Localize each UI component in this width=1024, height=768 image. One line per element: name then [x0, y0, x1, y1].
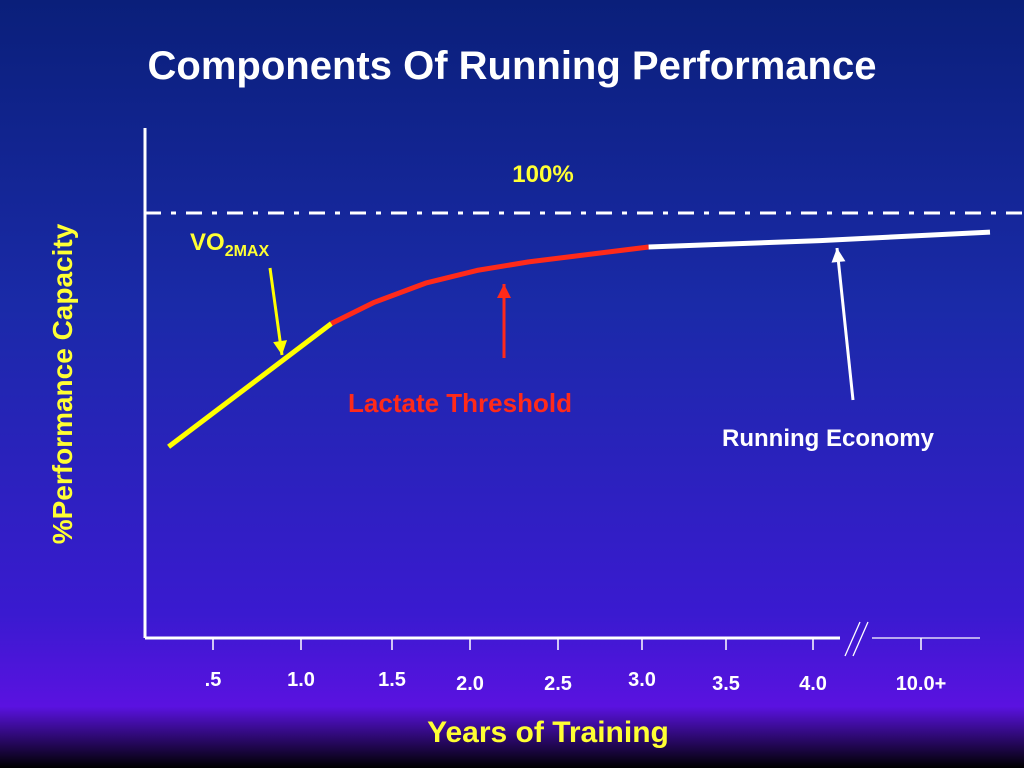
x-tick-label: 1.5: [378, 669, 406, 691]
x-ticks-group: .5 1.0 1.5 2.0 2.5 3.0 3.5 4.0 10.0+: [205, 638, 947, 695]
x-tick-label: .5: [205, 669, 222, 691]
axis-break-mark-1: [844, 621, 861, 657]
x-tick-label: 10.0+: [896, 673, 947, 695]
vo2max-label: VO2MAX: [190, 229, 269, 260]
x-axis-label: Years of Training: [427, 716, 669, 749]
lactate-threshold-arrow-head: [497, 284, 511, 298]
running-economy-arrow-head: [831, 248, 846, 263]
vo2max-arrow-head: [273, 340, 288, 355]
y-axis-label: %Performance Capacity: [47, 223, 78, 544]
x-tick-label: 2.5: [544, 673, 572, 695]
vo2max-arrow-shaft: [268, 267, 284, 356]
x-tick-label: 4.0: [799, 673, 827, 695]
reference-line-label: 100%: [512, 161, 573, 188]
slide-title: Components Of Running Performance: [147, 44, 877, 88]
x-tick-label: 2.0: [456, 673, 484, 695]
series-group: [167, 229, 991, 449]
running-economy-label: Running Economy: [722, 425, 935, 452]
vo2max-subscript: 2MAX: [225, 243, 270, 260]
series-line-running-economy: [648, 229, 991, 250]
running-economy-arrow-shaft: [835, 247, 855, 401]
x-tick-label: 3.0: [628, 669, 656, 691]
lactate-threshold-label: Lactate Threshold: [348, 388, 572, 418]
series-line-lactate-threshold: [330, 244, 649, 326]
series-line-vo2max: [167, 321, 333, 449]
x-tick-label: 3.5: [712, 673, 740, 695]
annotations-group: VO2MAX Lactate Threshold Running Economy: [190, 229, 935, 452]
axis-break-mark-2: [852, 621, 869, 657]
x-tick-label: 1.0: [287, 669, 315, 691]
